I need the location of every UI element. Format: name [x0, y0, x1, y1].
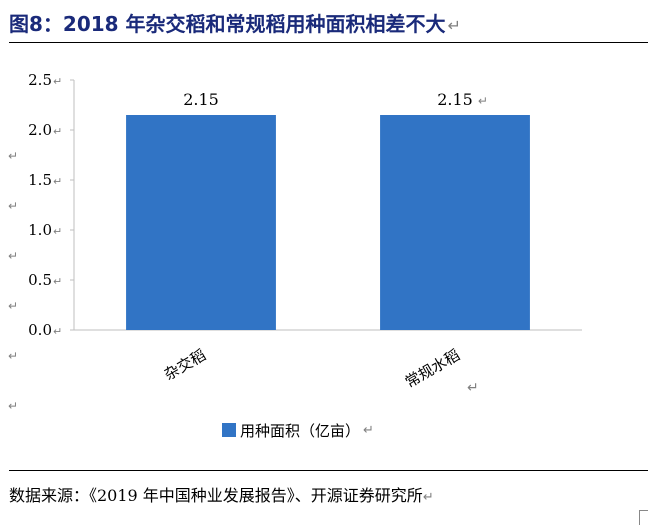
return-mark-icon: ↵	[8, 349, 18, 363]
x-tick-label: 常规水稻	[402, 346, 463, 392]
legend: 用种面积（亿亩） ↵	[222, 420, 374, 440]
bar-2	[380, 115, 530, 330]
return-mark-icon: ↵	[53, 275, 62, 288]
y-tick-label: 1.0	[28, 221, 52, 239]
return-mark-icon: ↵	[53, 175, 62, 188]
source-text: 数据来源：《2019 年中国种业发展报告》、开源证券研究所	[9, 486, 423, 505]
return-mark-icon: ↵	[467, 380, 479, 396]
title-rule	[9, 42, 648, 43]
source-rule	[9, 470, 648, 471]
y-tick-label: 2.0	[28, 121, 52, 139]
x-tick-label: 杂交稻	[161, 346, 209, 384]
data-label: 2.15	[183, 90, 219, 109]
return-mark-icon: ↵	[363, 422, 374, 438]
return-mark-icon: ↵	[53, 125, 62, 138]
return-mark-icon: ↵	[422, 490, 434, 505]
y-tick-label: 2.5	[28, 71, 52, 89]
y-tick-label: 0.5	[28, 271, 52, 289]
return-mark-icon: ↵	[8, 199, 18, 213]
figure-title: 图8：2018 年杂交稻和常规稻用种面积相差不大 ↵	[9, 8, 461, 37]
y-tick-label: 0.0	[28, 321, 52, 339]
return-mark-icon: ↵	[8, 149, 18, 163]
bar-chart: 0.0 ↵↵0.5 ↵↵1.0 ↵↵1.5 ↵↵2.0 ↵↵2.5 ↵2.15杂交稻2.15…	[8, 71, 582, 413]
legend-swatch	[222, 423, 236, 437]
return-mark-icon: ↵	[478, 94, 488, 108]
return-mark-icon: ↵	[53, 75, 62, 88]
y-tick-label: 1.5	[28, 171, 52, 189]
figure-title-text: 图8：2018 年杂交稻和常规稻用种面积相差不大	[9, 12, 446, 36]
return-mark-icon: ↵	[53, 325, 62, 338]
page-corner-mark	[639, 510, 648, 525]
return-mark-icon: ↵	[8, 249, 18, 263]
bar-1	[126, 115, 276, 330]
return-mark-icon: ↵	[447, 16, 461, 35]
return-mark-icon: ↵	[8, 299, 18, 313]
return-mark-icon: ↵	[8, 399, 18, 413]
return-mark-icon: ↵	[53, 225, 62, 238]
data-label: 2.15	[437, 90, 473, 109]
legend-label: 用种面积（亿亩）	[240, 421, 361, 440]
source-note: 数据来源：《2019 年中国种业发展报告》、开源证券研究所↵	[9, 482, 434, 506]
